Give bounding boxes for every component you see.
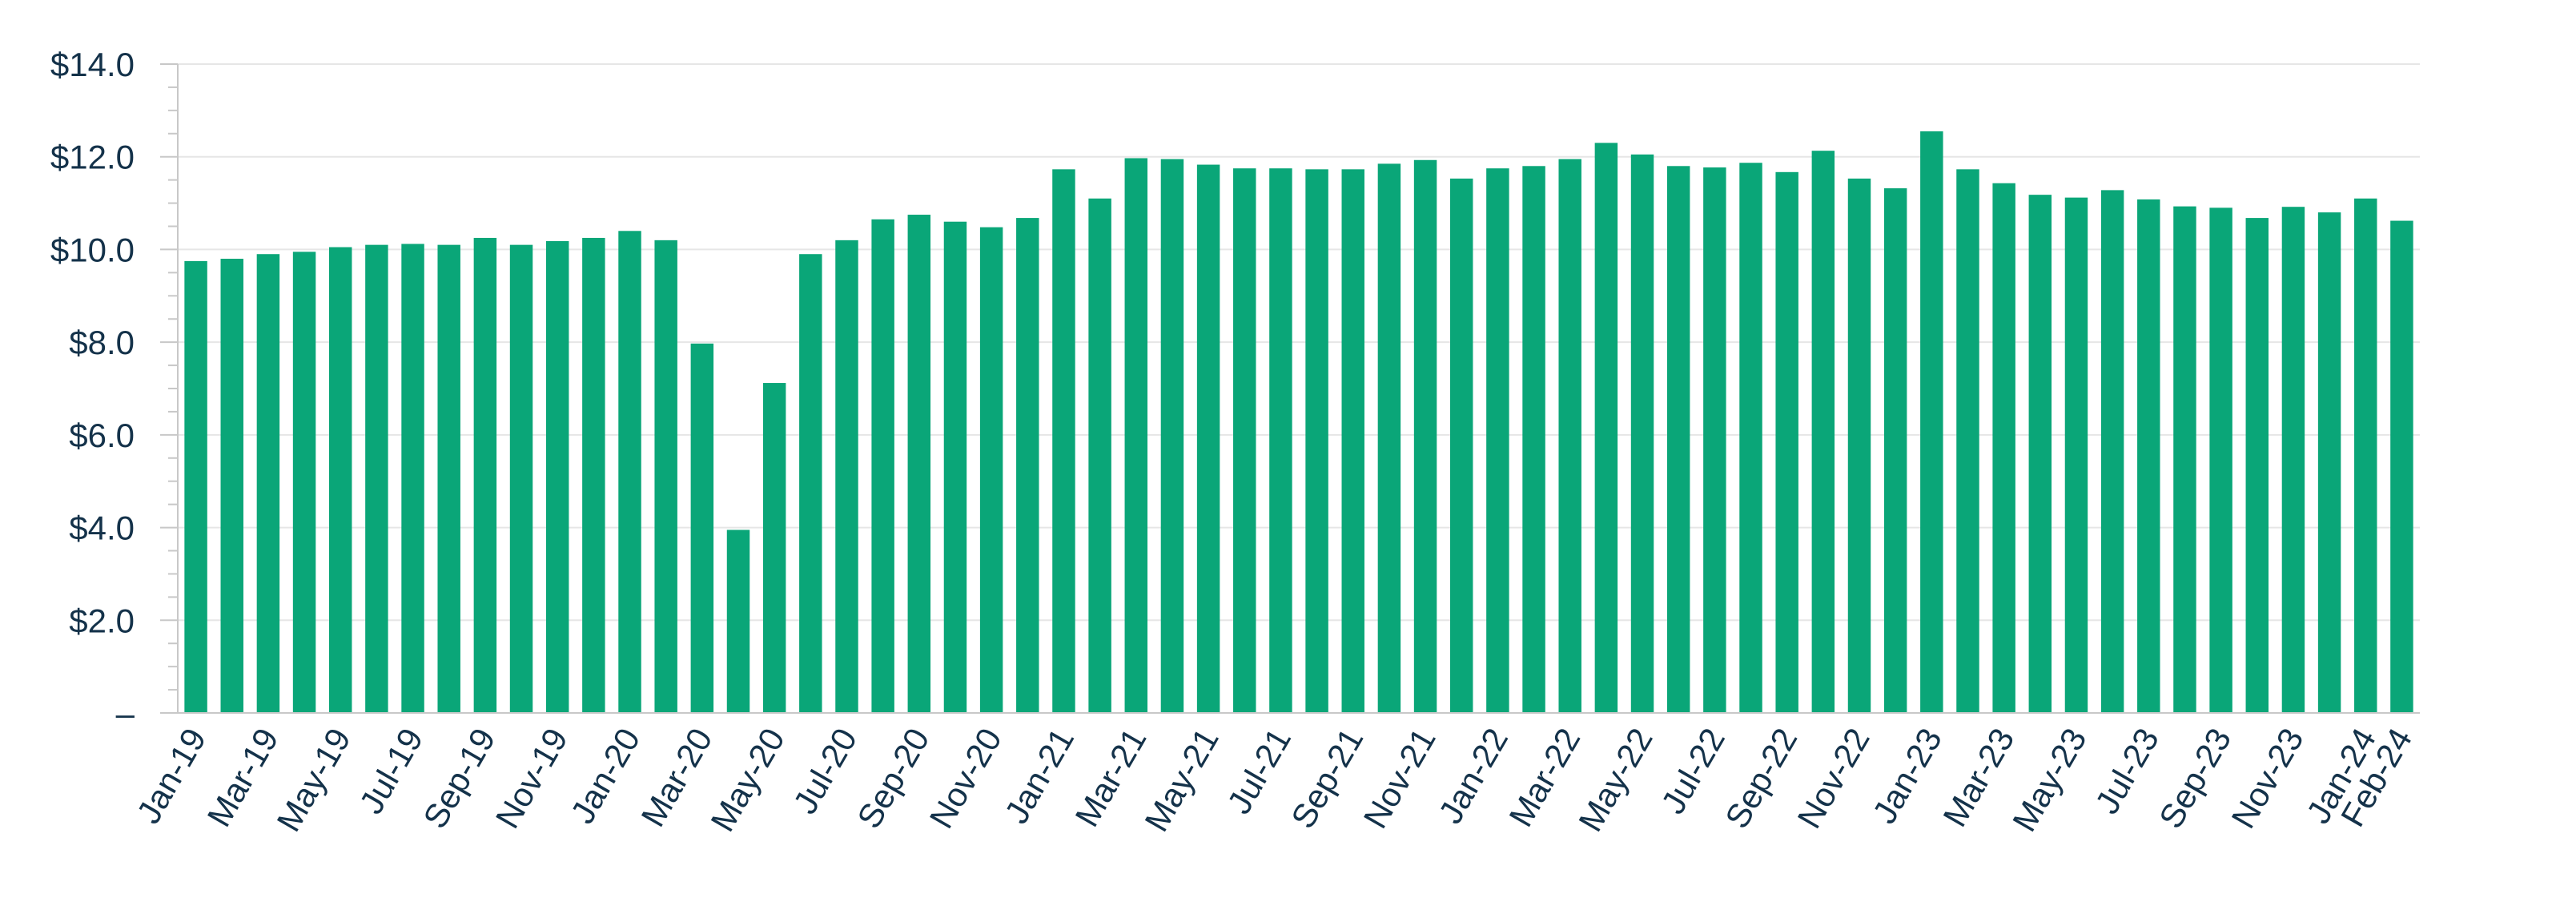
bar-feb-20 bbox=[654, 240, 677, 713]
bar-apr-20 bbox=[726, 530, 750, 713]
bar-dec-22 bbox=[1883, 188, 1907, 714]
x-tick-label: Jul-23 bbox=[2088, 722, 2166, 820]
bar-aug-21 bbox=[1305, 169, 1328, 714]
bar-jul-19 bbox=[401, 244, 424, 713]
bar-mar-22 bbox=[1558, 159, 1581, 713]
y-tick-label: $6.0 bbox=[69, 417, 135, 454]
bar-aug-19 bbox=[437, 244, 460, 714]
bar-sep-23 bbox=[2209, 207, 2232, 713]
bar-sep-21 bbox=[1341, 169, 1364, 714]
bar-jul-22 bbox=[1703, 167, 1726, 713]
y-tick-label: $2.0 bbox=[69, 602, 135, 639]
bar-aug-22 bbox=[1739, 163, 1762, 713]
y-tick-label: – bbox=[116, 695, 135, 732]
x-tick-label: Sep-20 bbox=[850, 722, 936, 835]
bar-nov-22 bbox=[1847, 178, 1871, 713]
bar-jul-23 bbox=[2137, 199, 2160, 713]
x-tick-label: Nov-23 bbox=[2224, 722, 2310, 835]
bar-mar-19 bbox=[256, 254, 280, 713]
x-tick-label: Jul-21 bbox=[1220, 722, 1298, 820]
bar-oct-20 bbox=[943, 221, 967, 713]
bar-nov-21 bbox=[1413, 159, 1437, 713]
x-tick-label: Nov-21 bbox=[1356, 722, 1442, 835]
x-tick-label: Sep-19 bbox=[416, 722, 502, 835]
y-tick-label: $14.0 bbox=[50, 46, 135, 83]
bar-oct-19 bbox=[509, 244, 533, 714]
x-tick-label: Nov-22 bbox=[1790, 722, 1876, 835]
y-tick-label: $10.0 bbox=[50, 231, 135, 268]
bar-jul-21 bbox=[1269, 168, 1292, 713]
bar-may-19 bbox=[329, 247, 352, 713]
y-tick-label: $8.0 bbox=[69, 324, 135, 361]
bar-apr-21 bbox=[1160, 159, 1184, 713]
bar-feb-19 bbox=[220, 259, 243, 713]
bar-may-20 bbox=[762, 383, 786, 713]
bar-apr-22 bbox=[1594, 143, 1618, 713]
bar-feb-22 bbox=[1522, 166, 1545, 714]
bar-sep-22 bbox=[1775, 171, 1798, 714]
bar-may-21 bbox=[1196, 164, 1220, 714]
bar-dec-21 bbox=[1450, 178, 1473, 713]
y-axis: – $2.0 $4.0 $6.0 $8.0 $10.0 $12.0 $14.0 bbox=[50, 46, 179, 732]
bar-sep-19 bbox=[473, 237, 497, 713]
bar-apr-23 bbox=[2028, 195, 2052, 713]
bar-nov-19 bbox=[545, 241, 569, 713]
bar-jan-20 bbox=[618, 231, 641, 713]
bar-dec-19 bbox=[582, 237, 605, 713]
x-tick-label: Sep-23 bbox=[2152, 722, 2238, 835]
bar-jan-19 bbox=[184, 260, 207, 714]
bar-jan-23 bbox=[1920, 131, 1943, 714]
bar-nov-23 bbox=[2281, 207, 2305, 713]
y-tick-label: $12.0 bbox=[50, 139, 135, 176]
bar-feb-23 bbox=[1956, 169, 1979, 714]
bar-feb-21 bbox=[1088, 198, 1111, 714]
bar-jun-21 bbox=[1233, 168, 1256, 713]
bar-jan-24 bbox=[2354, 198, 2377, 714]
bar-may-22 bbox=[1630, 154, 1654, 714]
bar-oct-22 bbox=[1811, 151, 1835, 713]
bar-jun-20 bbox=[799, 254, 822, 713]
bars bbox=[184, 131, 2413, 714]
x-tick-label: Sep-21 bbox=[1284, 722, 1370, 835]
bar-oct-23 bbox=[2245, 218, 2269, 714]
bar-jun-23 bbox=[2100, 190, 2124, 713]
bar-jan-21 bbox=[1052, 169, 1075, 714]
bar-aug-20 bbox=[871, 219, 894, 714]
bar-apr-19 bbox=[292, 252, 316, 714]
y-tick-label: $4.0 bbox=[69, 509, 135, 547]
bar-feb-24 bbox=[2390, 220, 2413, 713]
x-tick-label: Jul-20 bbox=[786, 722, 864, 820]
bar-jun-19 bbox=[365, 244, 388, 714]
x-axis: Jan-19Mar-19May-19Jul-19Sep-19Nov-19Jan-… bbox=[129, 722, 2419, 838]
bar-nov-20 bbox=[979, 227, 1003, 714]
bar-mar-21 bbox=[1124, 158, 1147, 713]
x-tick-label: Nov-20 bbox=[922, 722, 1009, 835]
x-tick-label: Nov-19 bbox=[488, 722, 575, 835]
bar-dec-20 bbox=[1016, 218, 1039, 714]
bar-mar-20 bbox=[690, 343, 714, 713]
x-tick-label: Jul-22 bbox=[1654, 722, 1732, 820]
bar-oct-21 bbox=[1377, 163, 1401, 714]
bar-jun-22 bbox=[1666, 166, 1690, 714]
bar-jul-20 bbox=[835, 240, 858, 713]
x-tick-label: Jul-19 bbox=[352, 722, 430, 820]
bar-jan-22 bbox=[1486, 168, 1509, 713]
bar-sep-20 bbox=[907, 215, 931, 713]
bar-dec-23 bbox=[2317, 212, 2341, 714]
bar-may-23 bbox=[2064, 197, 2088, 714]
bar-mar-23 bbox=[1992, 183, 2015, 713]
bar-aug-23 bbox=[2173, 206, 2196, 713]
x-tick-label: Sep-22 bbox=[1718, 722, 1804, 835]
